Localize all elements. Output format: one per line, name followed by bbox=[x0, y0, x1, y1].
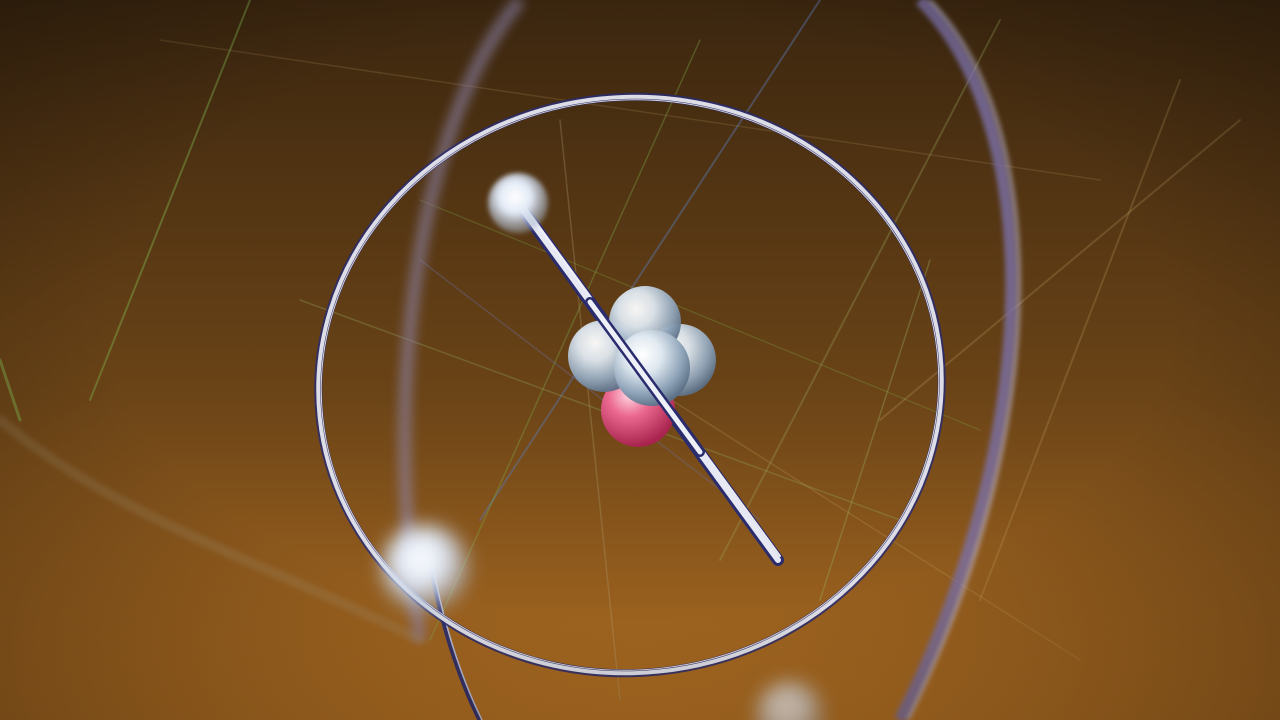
atom-scene bbox=[0, 0, 1280, 720]
vignette bbox=[0, 0, 1280, 720]
